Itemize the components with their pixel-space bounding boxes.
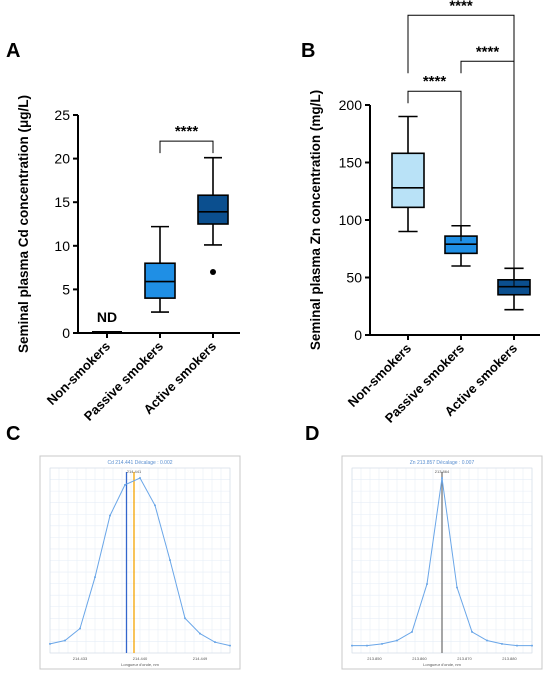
spectrum-3-x-tick-label: 213.850 — [367, 656, 382, 661]
spectrum-2-data-point — [169, 559, 171, 562]
chart-1-y-axis-title: Seminal plasma Zn concentration (mg/L) — [308, 90, 323, 350]
spectrum-2-data-point — [139, 477, 141, 479]
chart-1-significance-bracket — [460, 60, 515, 287]
spectrum-3-data-point — [486, 639, 488, 642]
spectrum-2-data-point — [214, 641, 216, 644]
spectrum-3-data-point — [441, 477, 443, 479]
spectrum-3-data-point — [351, 644, 353, 647]
chart-0-significance-label: **** — [175, 123, 199, 140]
chart-0-y-axis-title: Seminal plasma Cd concentration (μg/L) — [16, 95, 31, 353]
chart-0-outlier-point — [210, 268, 216, 275]
panel-d-spectrum: Zn 213.857 Décalage : 0.007 213.864 213.85… — [341, 455, 543, 670]
spectrum-2-data-point — [49, 642, 51, 645]
spectrum-2-plot-area — [49, 467, 231, 654]
spectrum-3-data-point — [456, 586, 458, 589]
spectrum-2-x-tick-label: 214.433 — [73, 656, 88, 661]
chart-0-y-tick-label: 0 — [62, 325, 70, 341]
chart-0-significance-bracket — [159, 140, 214, 154]
spectrum-3-x-tick-label: 213.880 — [502, 656, 517, 661]
spectrum-2-data-point — [199, 632, 201, 635]
spectrum-3-data-point — [471, 630, 473, 633]
panel-letter-c: C — [6, 423, 20, 445]
chart-0-y-tick-label: 15 — [54, 194, 70, 210]
spectrum-2-title: Cd 214.441 Décalage : 0.002 — [107, 460, 172, 466]
panel-c-spectrum: Cd 214.441 Décalage : 0.002 214.441 214.43… — [39, 455, 241, 670]
spectrum-2-data-point — [64, 639, 66, 642]
spectrum-3-data-point — [411, 630, 413, 633]
panel-letter-a: A — [6, 40, 20, 62]
chart-1-y-tick-label: 100 — [339, 212, 363, 228]
spectrum-2-data-point — [79, 627, 81, 630]
spectrum-2-x-tick-label: 214.449 — [193, 656, 208, 661]
panel-a-chart: Seminal plasma Cd concentration (μg/L) 0 5… — [16, 95, 240, 424]
chart-1-y-tick-label: 0 — [354, 327, 362, 343]
spectrum-3-data-point — [366, 644, 368, 647]
spectrum-3-data-point — [501, 642, 503, 645]
spectrum-3-x-tick-label: 213.870 — [457, 656, 472, 661]
chart-0-box-2 — [197, 194, 229, 225]
spectrum-2-data-point — [124, 483, 126, 486]
chart-1-y-tick-label: 200 — [339, 97, 363, 113]
panel-letter-d: D — [305, 423, 319, 445]
spectrum-3-data-point — [426, 583, 428, 586]
chart-1-significance-bracket — [407, 14, 515, 74]
spectrum-2-x-tick-label: 214.440 — [133, 656, 148, 661]
chart-0-box-1 — [144, 262, 176, 299]
spectrum-2-data-point — [94, 576, 96, 579]
chart-0-y-tick-label: 5 — [62, 281, 70, 297]
spectrum-3-x-tick-label: 213.860 — [412, 656, 427, 661]
spectrum-3-peak-label: 213.864 — [435, 469, 450, 474]
chart-1-significance-label: **** — [476, 43, 500, 60]
chart-1-box-0 — [391, 152, 425, 209]
spectrum-2-data-point — [109, 514, 111, 517]
chart-0-nd-label: ND — [97, 309, 117, 325]
spectrum-3-title: Zn 213.857 Décalage : 0.007 — [410, 460, 475, 466]
spectrum-3-data-point — [396, 639, 398, 642]
chart-1-y-tick-label: 50 — [346, 270, 362, 286]
spectrum-3-data-point — [531, 644, 533, 647]
spectrum-2-peak-label: 214.441 — [127, 469, 142, 474]
panel-b-chart: Seminal plasma Zn concentration (mg/L) 0 5… — [308, 0, 540, 426]
chart-0-y-tick-label: 20 — [54, 151, 70, 167]
chart-1-significance-label: **** — [423, 73, 447, 90]
spectrum-2-data-point — [154, 504, 156, 507]
spectrum-2-x-axis-title: Longueur d'onde, nm — [121, 662, 159, 667]
spectrum-3-x-axis-title: Longueur d'onde, nm — [423, 662, 461, 667]
chart-1-significance-label: **** — [449, 0, 473, 14]
chart-1-significance-bracket — [407, 90, 462, 242]
spectrum-2-data-point — [229, 644, 231, 647]
panel-letter-b: B — [301, 40, 315, 62]
chart-1-y-tick-label: 150 — [339, 155, 363, 171]
spectrum-3-data-point — [381, 642, 383, 645]
chart-0-y-tick-label: 25 — [54, 107, 70, 123]
chart-0-y-tick-label: 10 — [54, 238, 70, 254]
spectrum-3-data-point — [516, 644, 518, 647]
spectrum-2-data-point — [184, 617, 186, 620]
